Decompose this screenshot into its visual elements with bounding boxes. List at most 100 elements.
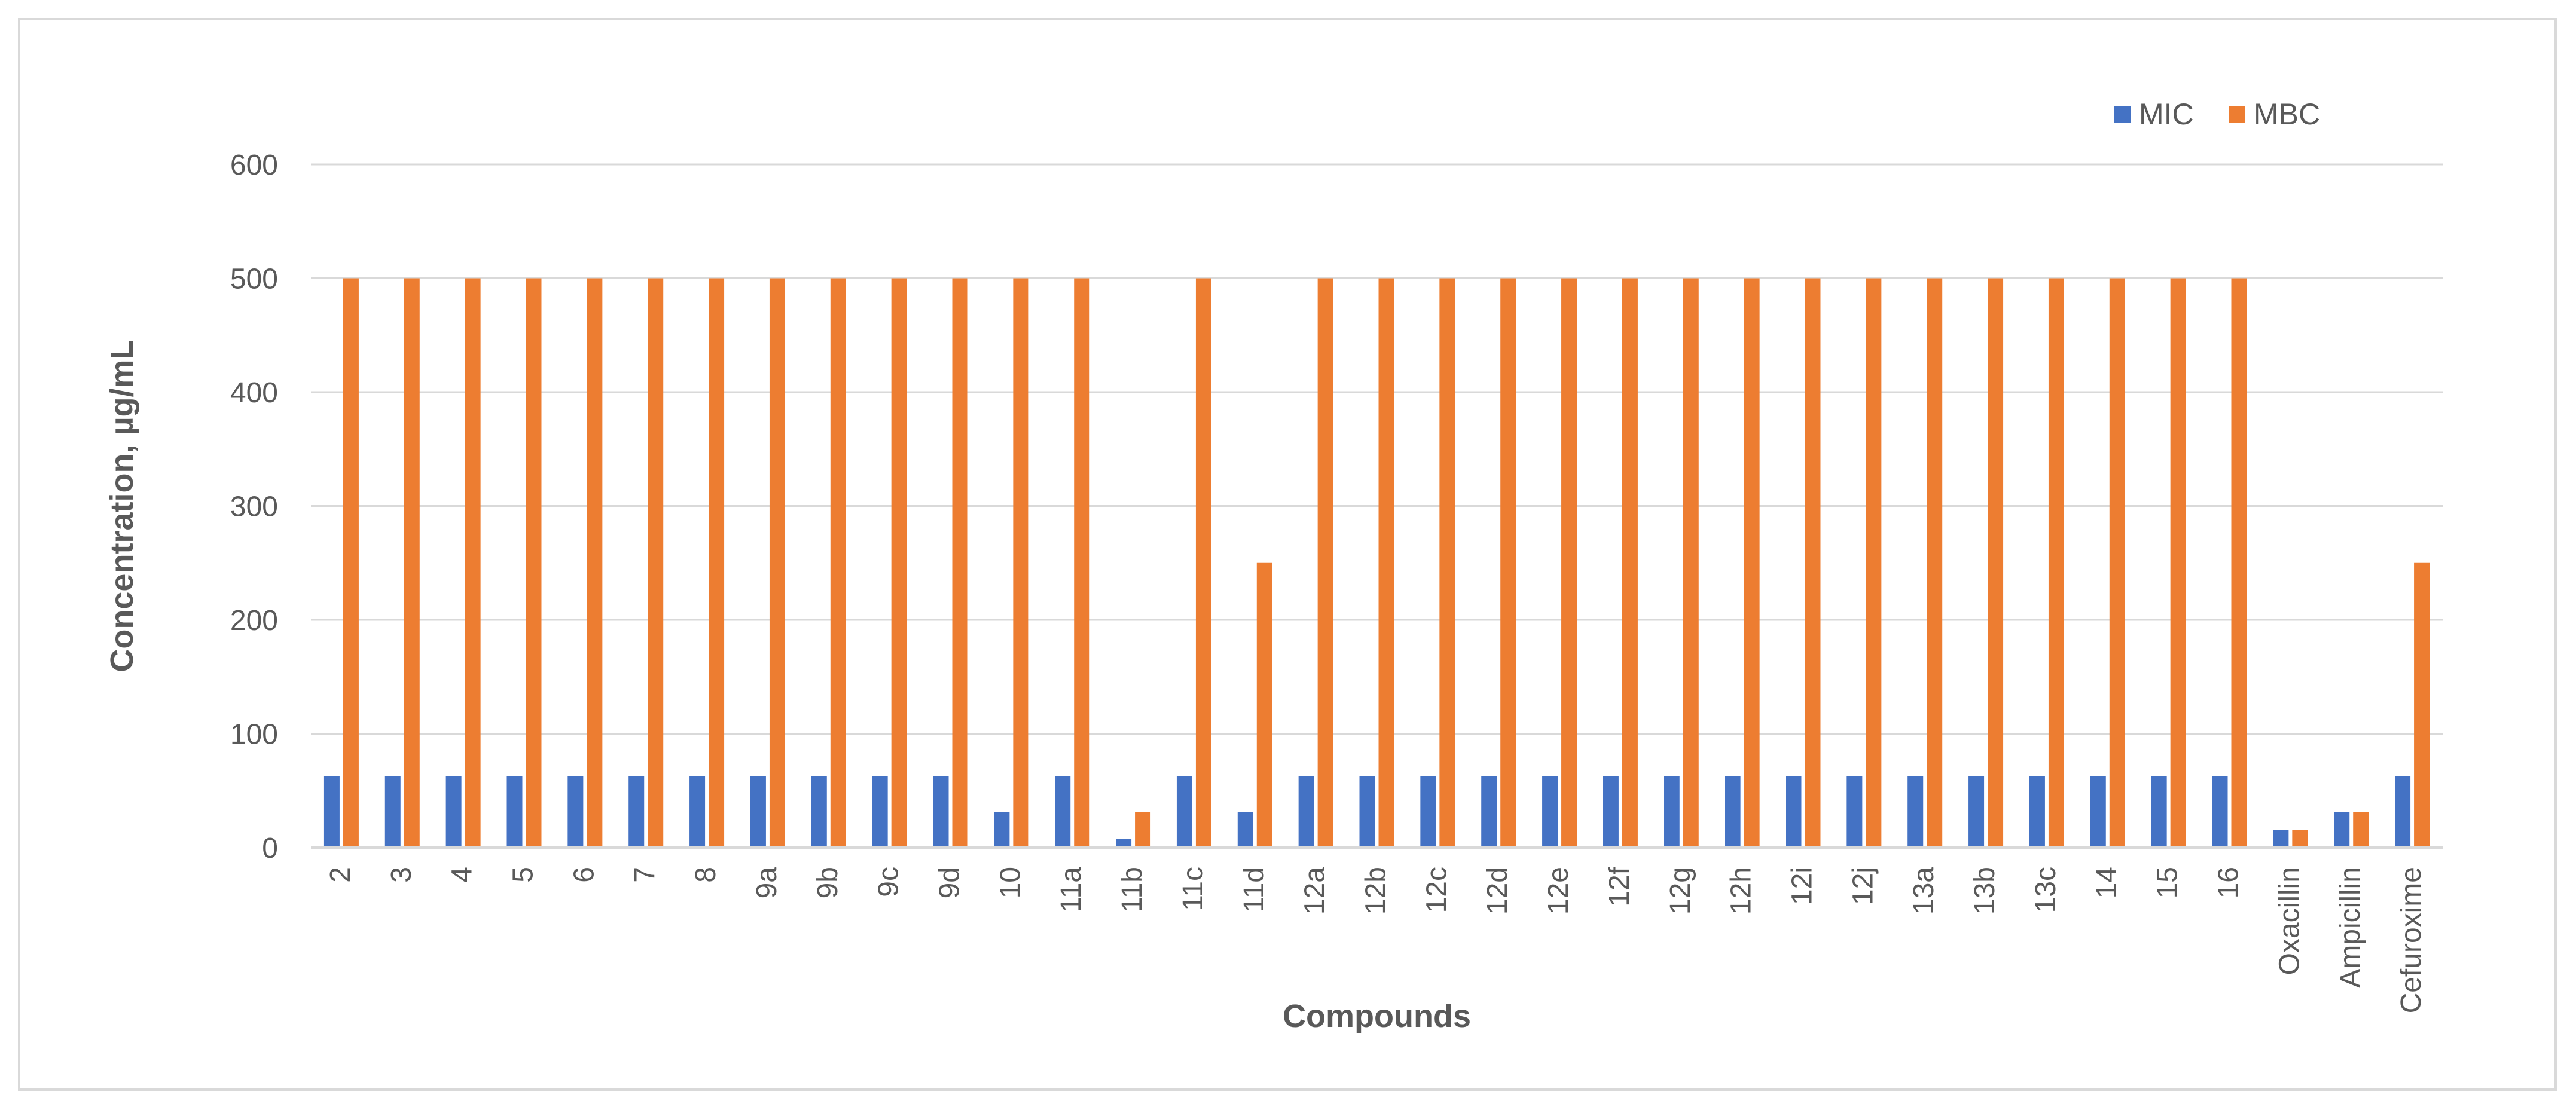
bar-mic bbox=[567, 776, 584, 848]
y-tick-label: 100 bbox=[230, 719, 278, 751]
x-axis-ticks: 2 3 4 5 6 7 8 9a 9b 9c 9d 10 11a 11b 11c 11d 12a 12b 12c 12… bbox=[325, 866, 2427, 1013]
bars bbox=[323, 278, 2430, 848]
x-tick-label: 6 bbox=[568, 867, 600, 883]
bar-mbc bbox=[1866, 278, 1882, 848]
bar-mbc bbox=[1927, 278, 1943, 848]
bar-mbc bbox=[587, 278, 603, 848]
bar-mic bbox=[933, 776, 949, 848]
bar-mic bbox=[628, 776, 645, 848]
bar-mic bbox=[1055, 776, 1071, 848]
bar-mic bbox=[323, 776, 340, 848]
bar-mbc bbox=[2353, 812, 2369, 848]
bar-mic bbox=[1542, 776, 1558, 848]
y-tick-label: 300 bbox=[230, 491, 278, 523]
bar-mic bbox=[1481, 776, 1497, 848]
x-tick-label: 11d bbox=[1238, 867, 1270, 913]
legend-swatch-mic bbox=[2114, 106, 2131, 123]
legend-label-mic: MIC bbox=[2139, 97, 2194, 131]
legend: MIC MBC bbox=[2114, 97, 2320, 131]
x-tick-label: 10 bbox=[994, 867, 1026, 898]
y-tick-label: 200 bbox=[230, 605, 278, 637]
bar-mbc bbox=[1683, 278, 1699, 848]
x-tick-label: 9c bbox=[873, 867, 905, 897]
bar-mbc bbox=[2414, 562, 2430, 848]
bar-mic bbox=[2212, 776, 2228, 848]
bar-mic bbox=[1116, 839, 1132, 848]
bar-mic bbox=[1603, 776, 1619, 848]
x-tick-label: Ampicillin bbox=[2334, 867, 2366, 988]
x-tick-label: 12i bbox=[1787, 867, 1818, 905]
bar-mbc bbox=[1561, 278, 1577, 848]
bar-mic bbox=[1298, 776, 1314, 848]
x-tick-label: 13a bbox=[1908, 867, 1940, 915]
x-tick-label: 13c bbox=[2030, 867, 2062, 913]
y-tick-label: 500 bbox=[230, 264, 278, 295]
bar-mic bbox=[689, 776, 706, 848]
chart-frame bbox=[18, 18, 2557, 1091]
x-tick-label: 12j bbox=[1847, 867, 1879, 905]
bar-mic bbox=[2273, 830, 2289, 848]
x-tick-label: 12d bbox=[1482, 867, 1513, 915]
bar-mbc bbox=[1317, 278, 1333, 848]
bar-mbc bbox=[1013, 278, 1029, 848]
x-tick-label: Oxacillin bbox=[2273, 867, 2305, 975]
y-axis-title: Concentration, µg/mL bbox=[104, 340, 140, 672]
bar-mbc bbox=[1988, 278, 2004, 848]
bar-mbc bbox=[769, 278, 785, 848]
bar-mic bbox=[2334, 812, 2350, 848]
bar-mic bbox=[1725, 776, 1741, 848]
bar-mic bbox=[994, 812, 1010, 848]
bar-mbc bbox=[830, 278, 846, 848]
bar-mbc bbox=[648, 278, 664, 848]
x-tick-label: 3 bbox=[386, 867, 417, 883]
x-tick-label: 5 bbox=[508, 867, 539, 883]
bar-mbc bbox=[1439, 278, 1455, 848]
x-tick-label: 12e bbox=[1543, 867, 1574, 915]
bar-mic bbox=[2090, 776, 2106, 848]
x-tick-label: 16 bbox=[2213, 867, 2245, 898]
legend-label-mbc: MBC bbox=[2254, 97, 2320, 131]
x-tick-label: Cefuroxime bbox=[2395, 867, 2427, 1013]
x-tick-label: 2 bbox=[325, 867, 356, 883]
bar-mic bbox=[1420, 776, 1436, 848]
bar-mic bbox=[1176, 776, 1192, 848]
bar-mbc bbox=[1500, 278, 1516, 848]
x-tick-label: 9b bbox=[812, 867, 844, 898]
y-tick-label: 0 bbox=[262, 833, 278, 864]
bar-mic bbox=[872, 776, 888, 848]
bar-mbc bbox=[2109, 278, 2125, 848]
bar-mic bbox=[1237, 812, 1253, 848]
x-tick-label: 13b bbox=[1969, 867, 2001, 915]
bar-mbc bbox=[952, 278, 968, 848]
x-tick-label: 12f bbox=[1604, 866, 1635, 906]
bar-mbc bbox=[1805, 278, 1821, 848]
x-tick-label: 11a bbox=[1055, 867, 1087, 913]
bar-mbc bbox=[891, 278, 907, 848]
bar-mbc bbox=[709, 278, 725, 848]
bar-mbc bbox=[1195, 278, 1211, 848]
x-tick-label: 11b bbox=[1116, 867, 1148, 913]
bar-mbc bbox=[343, 278, 359, 848]
x-tick-label: 9a bbox=[751, 867, 783, 899]
bar-mbc bbox=[2170, 278, 2186, 848]
y-tick-label: 400 bbox=[230, 377, 278, 409]
bar-mbc bbox=[1074, 278, 1090, 848]
x-tick-label: 9d bbox=[934, 867, 966, 898]
x-tick-label: 8 bbox=[690, 867, 722, 883]
bar-mbc bbox=[465, 278, 481, 848]
bar-mic bbox=[811, 776, 827, 848]
bar-mbc bbox=[1378, 278, 1394, 848]
bar-mic bbox=[445, 776, 462, 848]
x-tick-label: 7 bbox=[629, 867, 661, 883]
bar-mbc bbox=[2292, 830, 2308, 848]
bar-mbc bbox=[404, 278, 420, 848]
bar-mic bbox=[1846, 776, 1863, 848]
bar-mic bbox=[506, 776, 523, 848]
legend-swatch-mbc bbox=[2229, 106, 2245, 123]
bar-mic bbox=[2151, 776, 2167, 848]
bar-mbc bbox=[2048, 278, 2064, 848]
x-tick-label: 12a bbox=[1299, 867, 1331, 915]
bar-mbc bbox=[1622, 278, 1638, 848]
x-tick-label: 11c bbox=[1177, 867, 1209, 911]
